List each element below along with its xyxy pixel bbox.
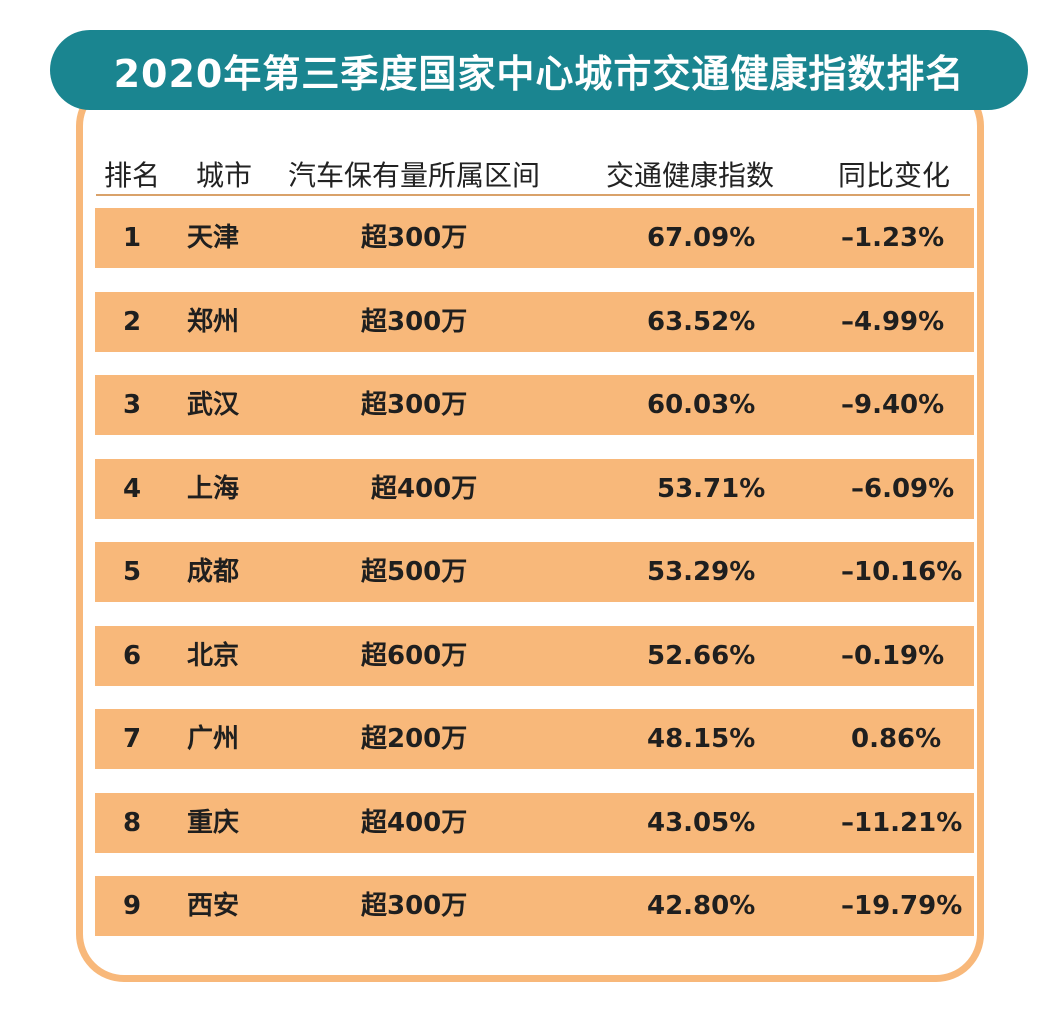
- city-cell: 成都: [187, 557, 240, 587]
- city-cell: 郑州: [187, 306, 240, 337]
- header-city: 城市: [196, 159, 253, 192]
- table-row: 9 西安 超300万 42.80% –19.79%: [95, 876, 974, 936]
- rank-cell: 3: [123, 390, 142, 420]
- range-cell: 超300万: [361, 306, 468, 337]
- table-row: 5 成都 超500万 53.29% –10.16%: [95, 542, 974, 602]
- index-cell: 43.05%: [647, 807, 756, 838]
- rank-cell: 8: [123, 807, 142, 838]
- range-cell: 超300万: [361, 223, 468, 253]
- header-vehicle-range: 汽车保有量所属区间: [288, 159, 541, 192]
- city-cell: 上海: [187, 473, 240, 504]
- rank-cell: 9: [123, 891, 142, 921]
- index-cell: 42.80%: [647, 891, 756, 921]
- range-cell: 超500万: [361, 557, 468, 587]
- index-cell: 63.52%: [647, 306, 756, 337]
- index-cell: 48.15%: [647, 724, 756, 754]
- rank-cell: 5: [123, 557, 142, 587]
- city-cell: 重庆: [187, 807, 240, 838]
- index-cell: 67.09%: [647, 223, 756, 253]
- city-cell: 天津: [187, 223, 240, 253]
- yoy-cell: –6.09%: [851, 473, 955, 504]
- yoy-cell: –19.79%: [841, 891, 963, 921]
- range-cell: 超300万: [361, 390, 468, 420]
- page-title: 2020年第三季度国家中心城市交通健康指数排名: [113, 51, 965, 96]
- rank-cell: 7: [123, 724, 142, 754]
- city-cell: 西安: [187, 891, 240, 921]
- yoy-cell: –4.99%: [841, 306, 945, 337]
- city-cell: 北京: [187, 640, 240, 671]
- header-rank: 排名: [104, 159, 161, 192]
- table-row: 8 重庆 超400万 43.05% –11.21%: [95, 792, 974, 853]
- city-cell: 广州: [187, 724, 240, 754]
- yoy-cell: –0.19%: [841, 640, 945, 671]
- index-cell: 60.03%: [647, 390, 756, 420]
- range-cell: 超400万: [361, 807, 468, 838]
- range-cell: 超600万: [361, 640, 468, 671]
- rank-cell: 4: [123, 473, 142, 504]
- yoy-cell: –1.23%: [841, 223, 945, 253]
- city-cell: 武汉: [187, 390, 240, 420]
- table-row: 4 上海 超400万 53.71% –6.09%: [95, 458, 974, 519]
- table-row: 2 郑州 超300万 63.52% –4.99%: [95, 291, 974, 352]
- table-body: 1 天津 超300万 67.09% –1.23% 2 郑州 超300万 63.5…: [95, 208, 974, 960]
- range-cell: 超200万: [361, 724, 468, 754]
- rank-cell: 2: [123, 306, 142, 337]
- table-header: 排名 城市 汽车保有量所属区间 交通健康指数 同比变化: [96, 148, 970, 196]
- yoy-cell: –11.21%: [841, 807, 963, 838]
- yoy-cell: –10.16%: [841, 557, 963, 587]
- rank-cell: 6: [123, 640, 142, 671]
- range-cell: 超400万: [371, 473, 478, 504]
- table-row: 3 武汉 超300万 60.03% –9.40%: [95, 375, 974, 435]
- index-cell: 53.29%: [647, 557, 756, 587]
- yoy-cell: –9.40%: [841, 390, 945, 420]
- range-cell: 超300万: [361, 891, 468, 921]
- title-banner: 2020年第三季度国家中心城市交通健康指数排名: [50, 30, 1028, 110]
- index-cell: 52.66%: [647, 640, 756, 671]
- index-cell: 53.71%: [657, 473, 766, 504]
- yoy-cell: 0.86%: [851, 724, 942, 754]
- table-row: 7 广州 超200万 48.15% 0.86%: [95, 709, 974, 769]
- header-traffic-index: 交通健康指数: [606, 159, 775, 192]
- rank-cell: 1: [123, 223, 142, 253]
- table-row: 1 天津 超300万 67.09% –1.23%: [95, 208, 974, 268]
- table-row: 6 北京 超600万 52.66% –0.19%: [95, 625, 974, 686]
- header-yoy-change: 同比变化: [838, 159, 951, 192]
